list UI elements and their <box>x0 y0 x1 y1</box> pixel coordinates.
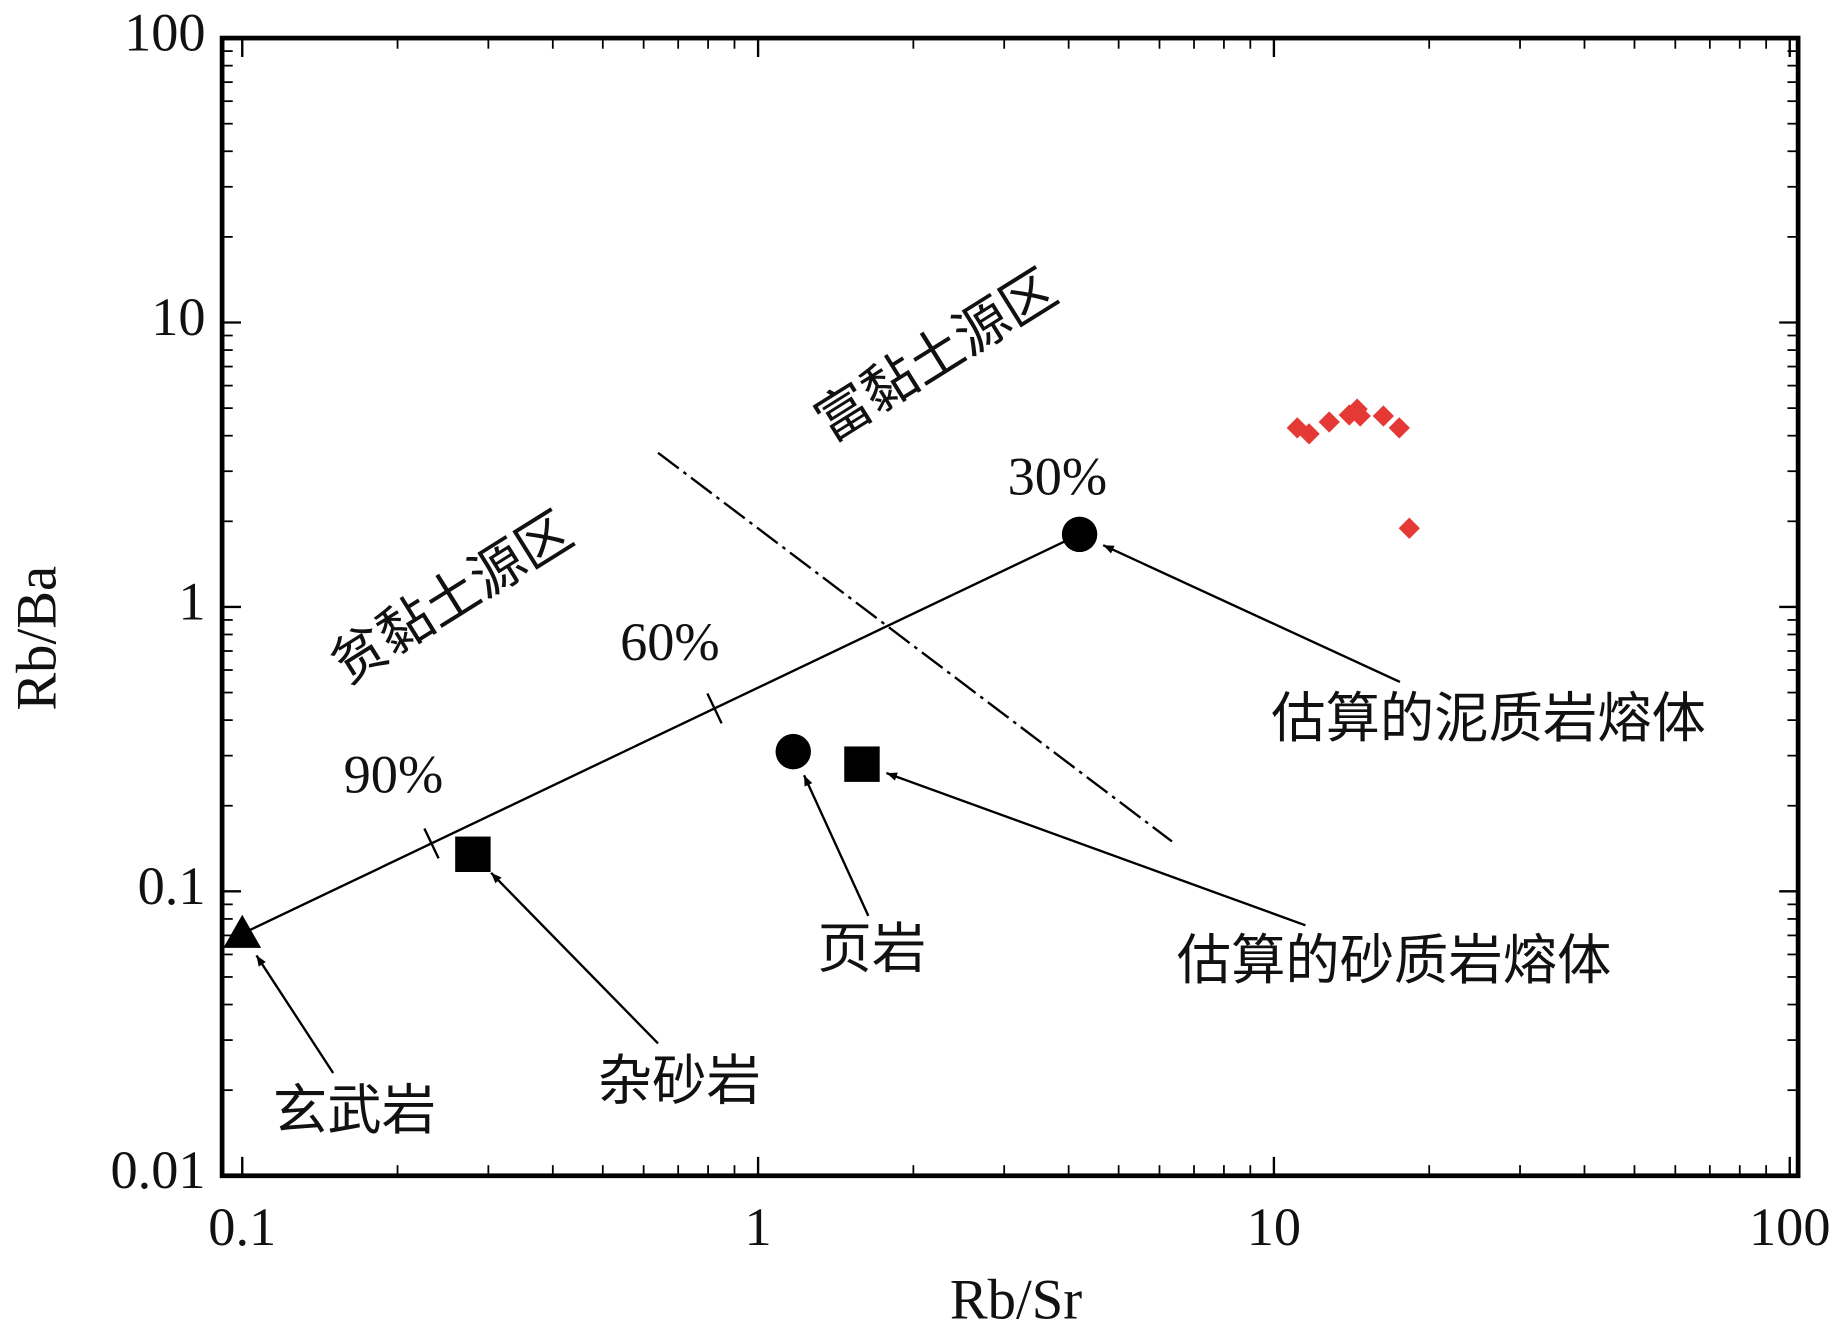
y-axis-label: Rb/Ba <box>6 566 69 711</box>
point-label: 杂砂岩 <box>598 1052 761 1112</box>
x-tick-label: 0.1 <box>208 1197 276 1257</box>
square-marker <box>455 836 491 873</box>
mixing-label: 30% <box>1008 447 1108 507</box>
boundary-line <box>657 451 1173 843</box>
mixing-tick <box>706 692 723 724</box>
mixing-label: 60% <box>620 612 720 672</box>
circle-marker <box>775 733 811 770</box>
y-tick-label: 0.01 <box>110 1140 205 1200</box>
y-tick-label: 1 <box>178 571 205 631</box>
y-tick-label: 0.1 <box>138 856 206 916</box>
point-label: 估算的泥质岩熔体 <box>1271 689 1706 749</box>
diamond-marker <box>1298 423 1320 445</box>
mixing-tick <box>423 827 440 859</box>
label-arrow <box>490 872 659 1045</box>
region-label: 贫黏土源区 <box>321 501 583 696</box>
point-label: 页岩 <box>818 919 927 979</box>
triangle-marker <box>223 914 262 948</box>
mixing-line <box>241 533 1081 935</box>
point-label: 玄武岩 <box>273 1081 436 1141</box>
diamond-marker <box>1318 411 1340 433</box>
label-arrow <box>802 774 870 917</box>
diamond-marker <box>1388 417 1410 439</box>
point-label: 估算的砂质岩熔体 <box>1177 931 1612 991</box>
x-tick-label: 1 <box>744 1197 771 1257</box>
y-tick-label: 100 <box>124 3 205 63</box>
x-axis-label: Rb/Sr <box>950 1269 1082 1332</box>
y-tick-label: 10 <box>151 287 205 347</box>
mixing-label: 90% <box>344 744 444 804</box>
region-label: 富黏土源区 <box>805 258 1067 453</box>
label-arrow <box>1102 544 1401 684</box>
label-arrow <box>885 771 1306 927</box>
square-marker <box>844 746 880 782</box>
diamond-marker <box>1398 517 1420 539</box>
label-arrow <box>255 954 335 1074</box>
diamond-marker <box>1372 405 1395 427</box>
x-tick-label: 100 <box>1749 1197 1831 1257</box>
circle-marker <box>1061 516 1098 553</box>
x-tick-label: 10 <box>1247 1197 1301 1257</box>
